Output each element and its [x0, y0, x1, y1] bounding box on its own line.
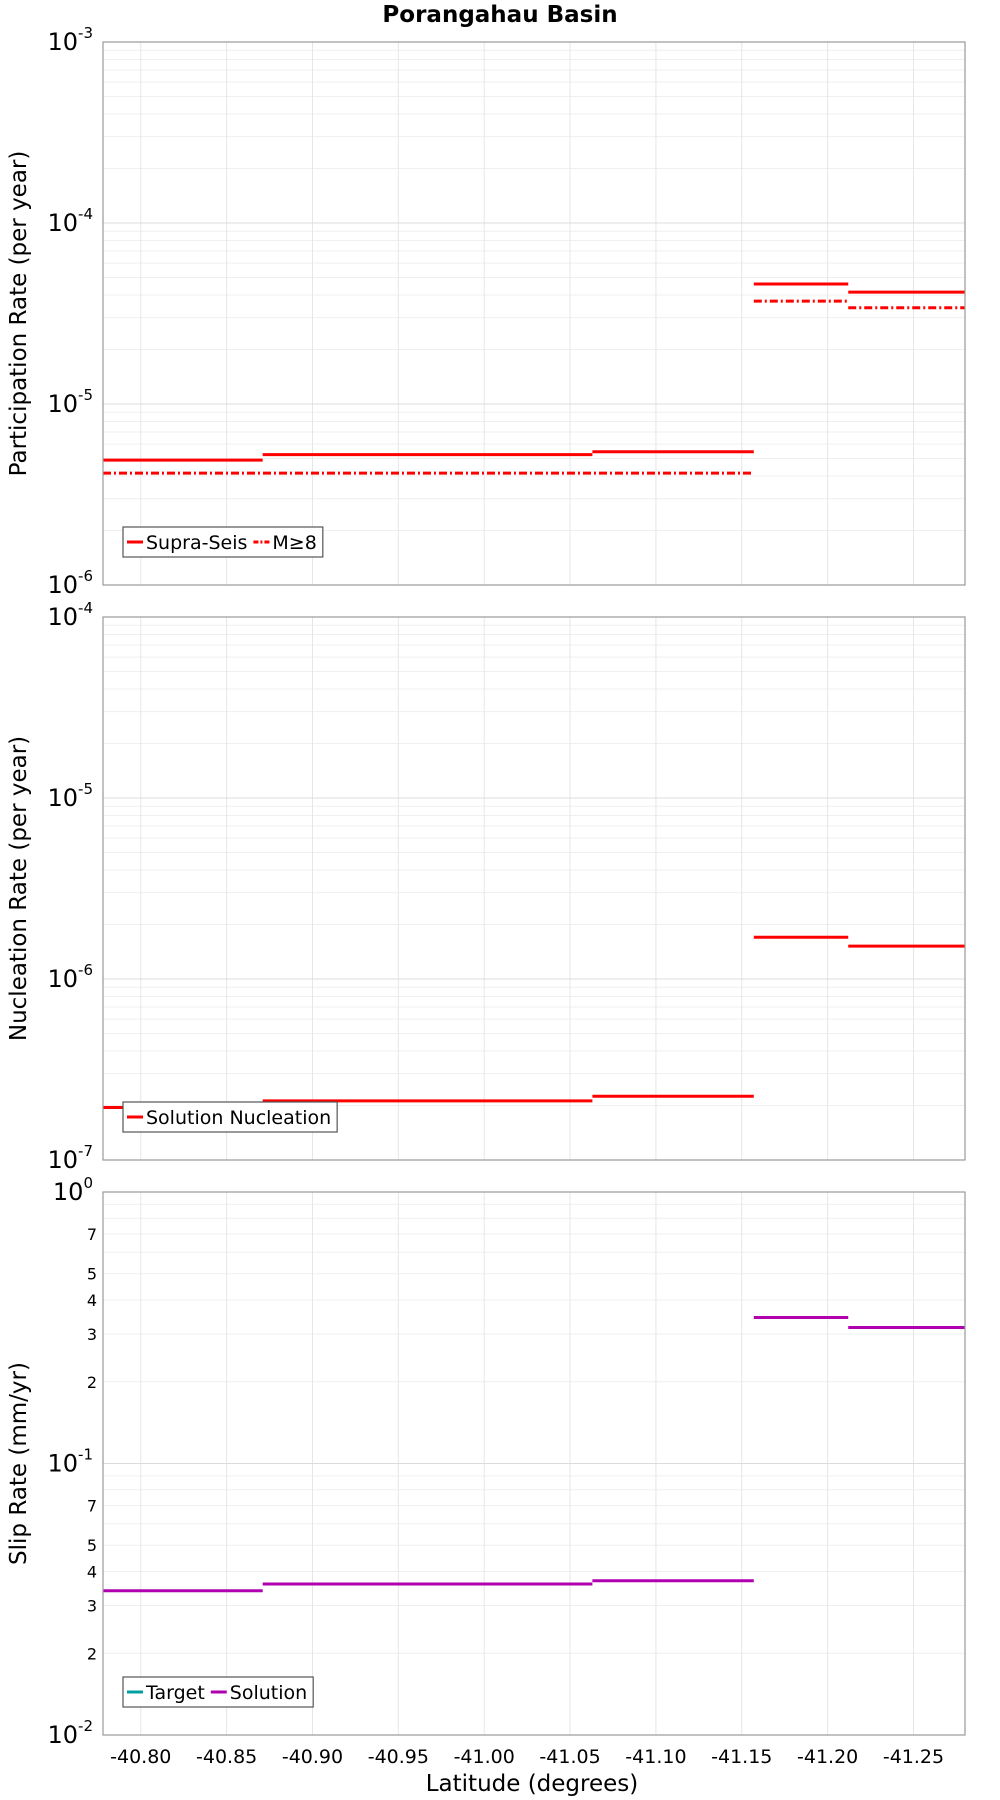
y-tick-base: 10 [47, 571, 78, 599]
legend: Solution Nucleation [122, 1101, 338, 1133]
y-tick-base: 10 [47, 28, 78, 56]
minor-gridlines [103, 49, 965, 532]
series-m-8 [103, 299, 965, 475]
legend-label: Solution [230, 1682, 307, 1704]
y-tick-base: 10 [47, 209, 78, 237]
y-axis-label: Slip Rate (mm/yr) [6, 1362, 32, 1565]
legend-box [122, 1676, 314, 1708]
plot-area [103, 617, 965, 1160]
y-tick-exponent: -6 [78, 961, 93, 979]
y-tick-label: 10-2 [47, 1717, 93, 1749]
y-tick-base: 10 [47, 1146, 78, 1174]
y-minor-tick-label: 7 [87, 1497, 97, 1516]
x-tick-label: -40.90 [282, 1746, 343, 1768]
y-axis-label: Participation Rate (per year) [6, 151, 32, 477]
x-gridlines [140, 42, 914, 585]
plot-frame [102, 616, 966, 1161]
y-tick-exponent: -4 [78, 599, 93, 617]
x-tick-label: -41.05 [539, 1746, 600, 1768]
legend-label: Target [145, 1682, 205, 1704]
legend-box [122, 526, 324, 558]
x-tick-label: -41.15 [711, 1746, 772, 1768]
y-tick-base: 10 [53, 1178, 84, 1206]
y-axis-label: Nucleation Rate (per year) [6, 736, 32, 1041]
x-tick-label: -41.00 [454, 1746, 515, 1768]
y-tick-base: 10 [47, 603, 78, 631]
legend-label: Solution Nucleation [146, 1107, 331, 1129]
x-tick-label: -41.25 [883, 1746, 944, 1768]
x-gridlines [140, 617, 914, 1160]
y-tick-label: 10-7 [47, 1142, 93, 1174]
plot-frame [102, 1191, 966, 1736]
y-tick-label: 10-5 [47, 386, 93, 418]
y-minor-tick-label: 2 [87, 1644, 97, 1663]
y-tick-exponent: -3 [78, 24, 93, 42]
y-minor-tick-label: 4 [87, 1291, 97, 1310]
y-tick-exponent: -5 [78, 386, 93, 404]
x-tick-label: -40.85 [196, 1746, 257, 1768]
y-tick-exponent: -2 [78, 1717, 93, 1735]
y-tick-label: 10-3 [47, 24, 93, 56]
legend-label: Supra-Seis [146, 532, 247, 554]
minor-gridlines [103, 1203, 965, 1654]
legend: Supra-Seis M≥8 [122, 526, 324, 558]
legend-box [122, 1101, 338, 1133]
y-minor-tick-label: 5 [87, 1536, 97, 1555]
y-minor-tick-label: 2 [87, 1373, 97, 1392]
series-solution [103, 1315, 965, 1593]
y-tick-label: 10-6 [47, 961, 93, 993]
y-tick-label: 10-6 [47, 567, 93, 599]
x-tick-label: -40.80 [110, 1746, 171, 1768]
y-minor-tick-label: 4 [87, 1563, 97, 1582]
x-tick-label: -40.95 [368, 1746, 429, 1768]
chart-title: Porangahau Basin [382, 2, 617, 28]
y-tick-base: 10 [47, 1450, 78, 1478]
y-tick-base: 10 [47, 784, 78, 812]
y-minor-tick-label: 7 [87, 1225, 97, 1244]
x-tick-label: -41.20 [797, 1746, 858, 1768]
x-axis-label: Latitude (degrees) [426, 1771, 639, 1797]
y-tick-label: 10-1 [47, 1446, 93, 1478]
y-tick-base: 10 [47, 1721, 78, 1749]
y-tick-label: 10-4 [47, 205, 93, 237]
y-tick-exponent: -5 [78, 780, 93, 798]
plot-area [103, 42, 965, 585]
series-supra-seis [103, 282, 965, 462]
y-minor-tick-label: 3 [87, 1596, 97, 1615]
y-minor-tick-label: 5 [87, 1265, 97, 1284]
x-tick-label: -41.10 [625, 1746, 686, 1768]
y-tick-exponent: -7 [78, 1142, 93, 1160]
minor-gridlines [103, 624, 965, 1107]
y-tick-label: 100 [53, 1174, 93, 1206]
y-tick-label: 10-5 [47, 780, 93, 812]
legend-label: M≥8 [272, 532, 316, 554]
y-tick-exponent: -4 [78, 205, 93, 223]
y-tick-exponent: 0 [83, 1174, 93, 1192]
y-tick-label: 10-4 [47, 599, 93, 631]
y-tick-base: 10 [47, 390, 78, 418]
y-tick-exponent: -6 [78, 567, 93, 585]
y-tick-exponent: -1 [78, 1446, 93, 1464]
y-minor-tick-label: 3 [87, 1325, 97, 1344]
x-tick-labels: -40.80 -40.85 -40.90 -40.95 -41.00 -41.05 -41.… [110, 1746, 944, 1768]
y-tick-base: 10 [47, 965, 78, 993]
plot-frame [102, 41, 966, 586]
legend: Target Solution [122, 1676, 314, 1708]
